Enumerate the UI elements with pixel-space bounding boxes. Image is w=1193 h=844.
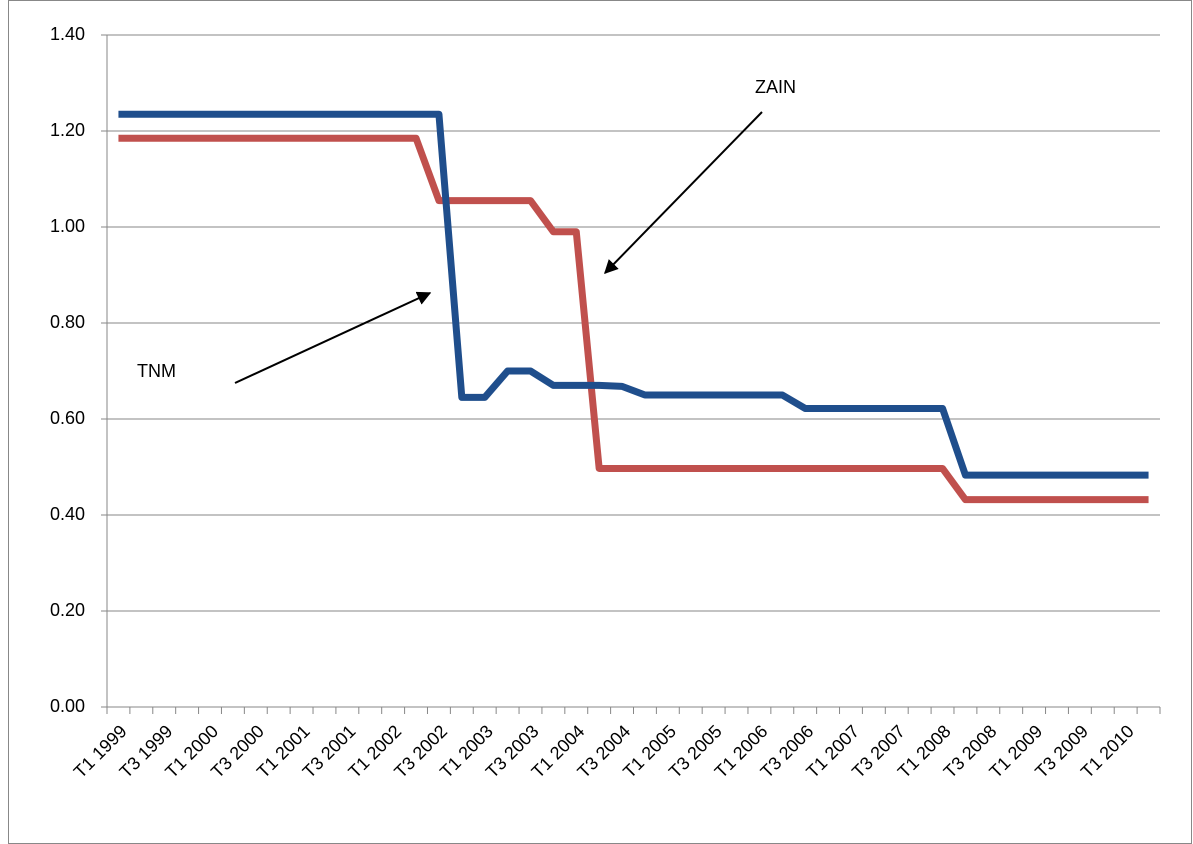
y-tick-label: 1.00: [50, 216, 85, 236]
chart-frame: [8, 0, 1192, 844]
annotation: ZAIN: [755, 77, 796, 97]
y-tick-label: 0.20: [50, 600, 85, 620]
series-line: [118, 110, 1149, 479]
y-tick-label: 0.00: [50, 696, 85, 716]
annotation-arrow: [604, 111, 763, 275]
y-tick-label: 1.20: [50, 120, 85, 140]
y-tick-label: 1.40: [50, 24, 85, 44]
y-tick-label: 0.60: [50, 408, 85, 428]
annotation: TNM: [137, 361, 176, 381]
series-line: [118, 134, 1149, 504]
y-tick-label: 0.80: [50, 312, 85, 332]
annotation-arrow: [234, 291, 432, 384]
y-tick-label: 0.40: [50, 504, 85, 524]
